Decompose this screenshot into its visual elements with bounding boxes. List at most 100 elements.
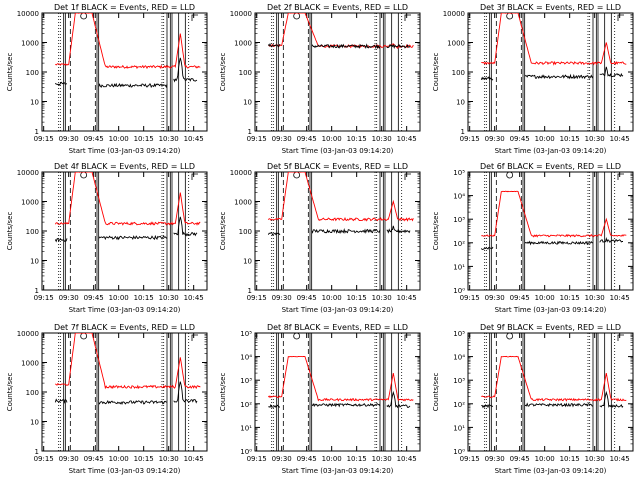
panel-title: Det 5f BLACK = Events, RED = LLD [267, 162, 408, 171]
series-group [54, 13, 201, 89]
series-group [480, 13, 627, 81]
x-tick-label: 09:30 [272, 294, 292, 302]
events-series-line [268, 403, 280, 408]
lld-series-line [481, 13, 627, 66]
x-axis-label: Start Time (03-Jan-03 09:14:20) [69, 306, 181, 314]
y-tick-label: 100 [26, 69, 39, 77]
x-tick-label: 10:30 [159, 135, 179, 143]
x-tick-label: 09:45 [84, 135, 104, 143]
y-tick-label: 10³ [453, 377, 465, 385]
top-circle-marker [80, 13, 88, 20]
x-tick-label: 10:00 [535, 135, 555, 143]
lld-series-line [55, 333, 201, 390]
x-tick-label: 10:45 [610, 135, 630, 143]
events-series-line [524, 73, 594, 80]
x-tick-label: 09:30 [272, 455, 292, 463]
series-group [267, 172, 414, 236]
event-markers [58, 333, 198, 451]
events-series-line [599, 66, 624, 78]
y-tick-label: 10⁰ [240, 448, 252, 456]
x-tick-label: 09:45 [84, 294, 104, 302]
y-tick-label: 1 [35, 287, 39, 295]
events-series-line [54, 81, 67, 86]
series-group [54, 172, 201, 243]
y-tick-label: 1000 [447, 40, 465, 48]
top-bracket-marker [191, 173, 198, 180]
x-tick-label: 09:45 [510, 455, 530, 463]
event-markers [58, 13, 198, 131]
y-tick-label: 1000 [234, 40, 252, 48]
events-series-line [481, 404, 494, 409]
x-tick-label: 10:45 [397, 294, 417, 302]
x-tick-label: 10:00 [535, 455, 555, 463]
x-axis-label: Start Time (03-Jan-03 09:14:20) [495, 306, 607, 314]
events-series-line [173, 57, 198, 83]
x-tick-label: 10:15 [134, 455, 154, 463]
y-tick-label: 1 [461, 128, 465, 136]
top-bracket-marker [191, 14, 198, 21]
events-series-line [311, 227, 381, 234]
x-tick-label: 10:15 [134, 135, 154, 143]
events-series-line [54, 398, 68, 405]
events-series-line [480, 246, 494, 250]
x-tick-label: 09:30 [272, 135, 292, 143]
y-tick-label: 100 [26, 228, 39, 236]
y-tick-label: 1 [248, 287, 252, 295]
x-axis-label: Start Time (03-Jan-03 09:14:20) [69, 467, 181, 475]
x-tick-label: 10:30 [585, 135, 605, 143]
x-axis-label: Start Time (03-Jan-03 09:14:20) [282, 467, 394, 475]
x-tick-label: 10:45 [610, 455, 630, 463]
x-tick-label: 09:30 [485, 135, 505, 143]
y-tick-label: 100 [239, 69, 252, 77]
top-bracket-marker [404, 14, 411, 21]
x-tick-label: 09:45 [297, 455, 317, 463]
x-tick-label: 09:30 [59, 135, 79, 143]
y-tick-label: 10⁴ [240, 354, 252, 362]
x-tick-label: 10:30 [159, 294, 179, 302]
events-series-line [311, 43, 381, 50]
x-tick-label: 10:15 [347, 455, 367, 463]
y-tick-label: 1000 [234, 199, 252, 207]
x-tick-label: 09:15 [460, 455, 480, 463]
x-tick-label: 10:30 [585, 455, 605, 463]
x-tick-label: 10:15 [347, 294, 367, 302]
events-series-line [173, 381, 198, 404]
top-bracket-marker [404, 173, 411, 180]
top-circle-marker [293, 333, 301, 340]
x-tick-label: 10:15 [560, 135, 580, 143]
top-bracket-marker [191, 334, 198, 341]
x-tick-label: 09:15 [460, 294, 480, 302]
x-axis-label: Start Time (03-Jan-03 09:14:20) [282, 147, 394, 155]
plot-frame [467, 171, 634, 291]
y-tick-label: 100 [452, 69, 465, 77]
detector-panel-7: Det 7f BLACK = Events, RED = LLD Counts/s… [6, 323, 208, 475]
y-tick-label: 10000 [443, 10, 465, 18]
x-tick-label: 10:30 [372, 294, 392, 302]
y-tick-label: 1000 [21, 199, 39, 207]
detector-panel-1: Det 1f BLACK = Events, RED = LLD Counts/s… [6, 3, 208, 155]
y-tick-label: 10⁰ [453, 287, 465, 295]
x-tick-label: 09:15 [34, 455, 54, 463]
x-tick-label: 10:45 [397, 455, 417, 463]
x-tick-label: 10:45 [184, 135, 204, 143]
plot-frame [254, 12, 421, 132]
events-series-line [524, 240, 594, 246]
x-tick-label: 09:45 [297, 135, 317, 143]
panel-title: Det 2f BLACK = Events, RED = LLD [267, 3, 408, 12]
events-series-line [54, 237, 68, 243]
events-series-line [173, 216, 198, 237]
y-axis-label: Counts/sec [219, 212, 227, 251]
x-tick-label: 10:00 [322, 294, 342, 302]
y-tick-label: 100 [26, 389, 39, 397]
y-axis-label: Counts/sec [219, 53, 227, 92]
event-markers [271, 333, 411, 451]
x-tick-label: 09:15 [460, 135, 480, 143]
detector-panel-3: Det 3f BLACK = Events, RED = LLD Counts/s… [432, 3, 634, 155]
x-tick-label: 10:00 [109, 135, 129, 143]
x-tick-label: 09:30 [59, 455, 79, 463]
events-series-line [599, 236, 623, 244]
y-axis-label: Counts/sec [432, 53, 440, 92]
detector-panel-6: Det 6f BLACK = Events, RED = LLD Counts/s… [432, 162, 634, 314]
y-tick-label: 10⁴ [453, 193, 465, 201]
lld-series-line [55, 13, 201, 70]
